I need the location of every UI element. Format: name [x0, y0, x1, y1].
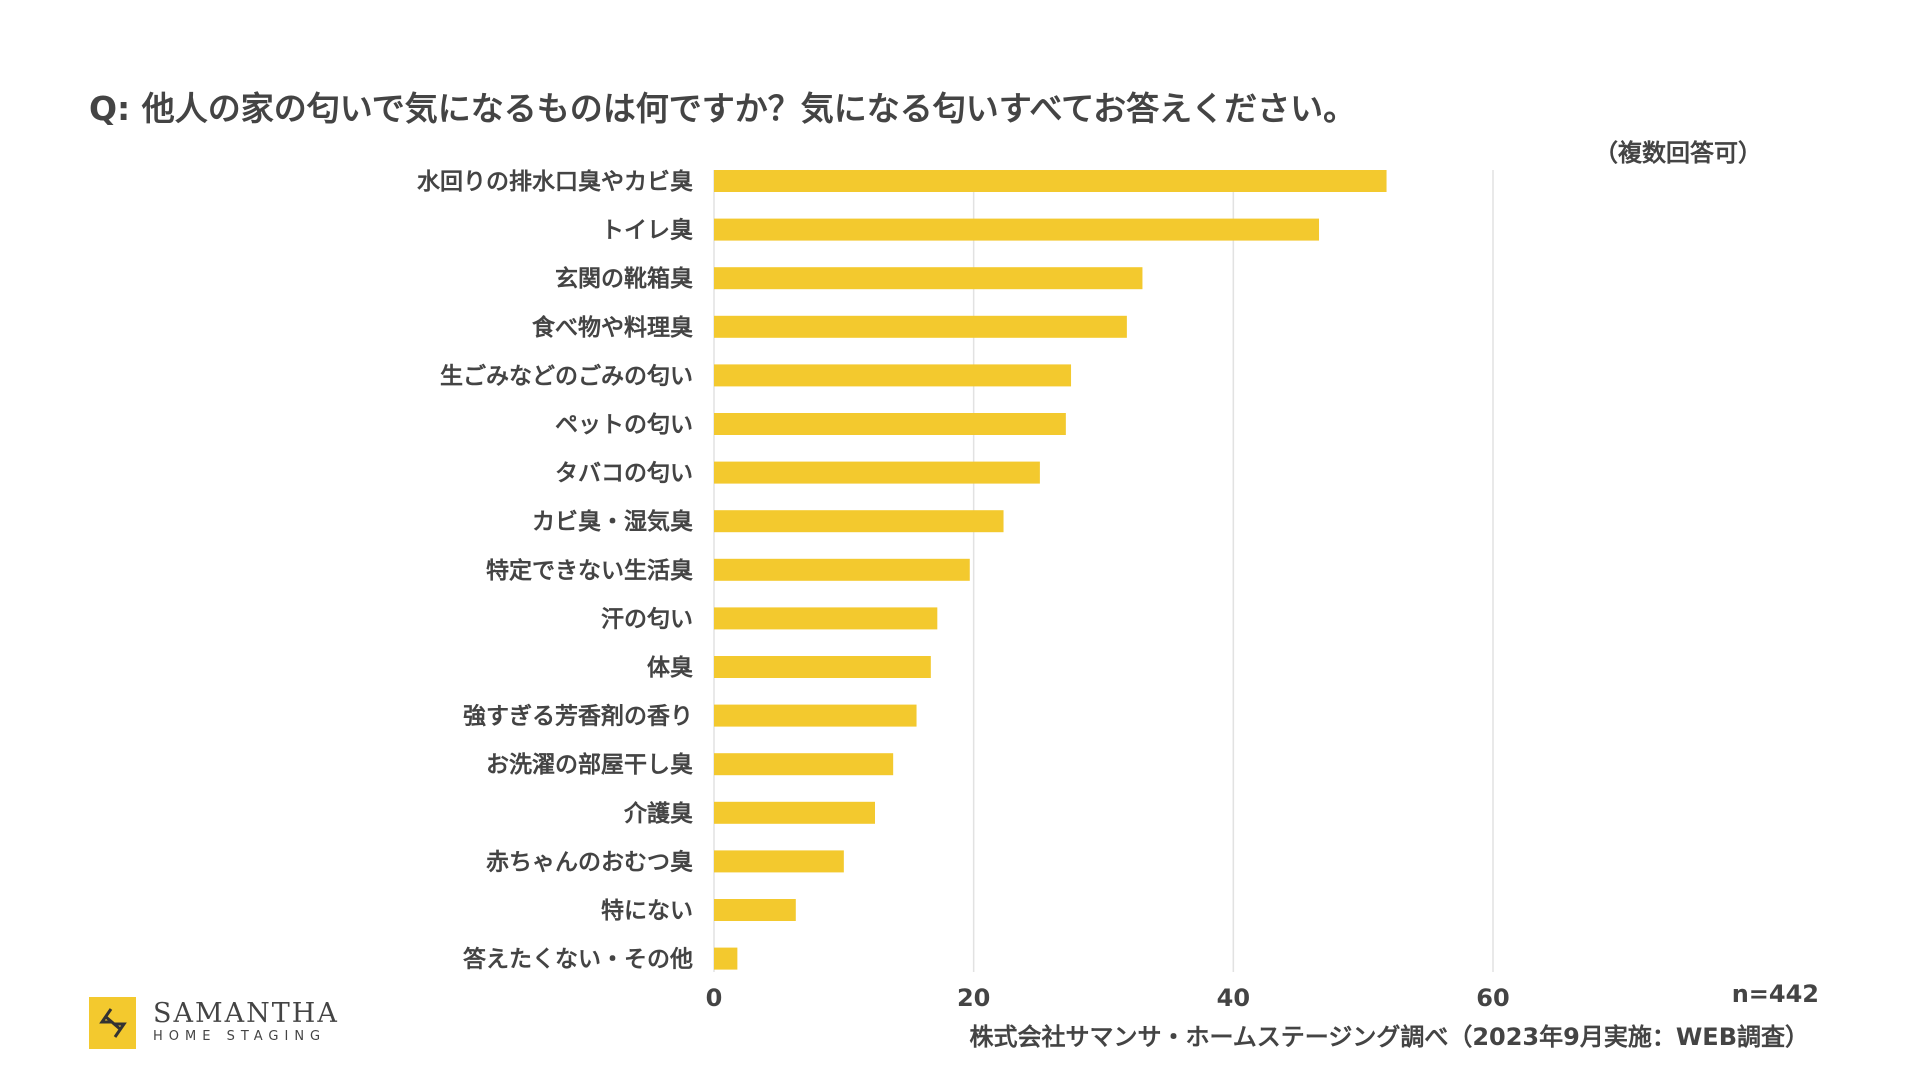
category-label: 玄関の靴箱臭 — [555, 265, 693, 292]
category-label: 水回りの排水口臭やカビ臭 — [417, 169, 693, 195]
category-label: 強すぎる芳香剤の香り — [463, 703, 693, 730]
multiple-answer-note: （複数回答可） — [1594, 139, 1762, 167]
category-label: ペットの匂い — [555, 411, 693, 438]
bar — [714, 801, 875, 824]
category-label: 特にない — [601, 898, 693, 924]
logo-sub-text: HOME STAGING — [153, 1029, 327, 1044]
x-tick-label: 60 — [1476, 984, 1509, 1012]
category-label: トイレ臭 — [601, 218, 693, 244]
bar — [714, 510, 1004, 533]
bar — [714, 558, 970, 581]
bar — [714, 656, 931, 678]
bar — [714, 364, 1072, 387]
source-note: 株式会社サマンサ・ホームステージング調べ（2023年9月実施：WEB調査） — [969, 1023, 1809, 1051]
x-tick-label: 40 — [1217, 984, 1250, 1012]
sample-size: n=442 — [1731, 980, 1819, 1008]
x-tick-label: 0 — [706, 984, 723, 1012]
bar — [714, 461, 1040, 484]
chart-title: Q: 他人の家の匂いで気になるものは何ですか？気になる匂いすべてお答えください。 — [89, 89, 1357, 128]
category-label: 食べ物や料理臭 — [532, 314, 693, 341]
category-label: 介護臭 — [623, 800, 693, 827]
x-tick-label: 20 — [957, 984, 990, 1012]
bar — [714, 850, 844, 873]
category-label: 生ごみなどのごみの匂い — [440, 362, 693, 389]
bar — [714, 315, 1127, 338]
category-label: タバコの匂い — [555, 460, 693, 487]
bar — [714, 607, 938, 630]
bar — [714, 947, 738, 970]
category-label: 体臭 — [647, 655, 693, 681]
category-label: 特定できない生活臭 — [486, 557, 693, 584]
category-label: 汗の匂い — [601, 605, 693, 632]
category-label: 答えたくない・その他 — [463, 946, 693, 973]
category-label: 赤ちゃんのおむつ臭 — [486, 849, 693, 875]
category-label: お洗濯の部屋干し臭 — [486, 751, 693, 778]
logo-mark-icon — [89, 997, 136, 1049]
bar — [714, 704, 917, 727]
samantha-logo: SAMANTHA HOME STAGING — [89, 997, 339, 1049]
bar — [714, 413, 1066, 435]
bar — [714, 218, 1320, 241]
bar — [714, 753, 894, 776]
bar — [714, 170, 1387, 192]
bar — [714, 899, 796, 921]
category-label: カビ臭・湿気臭 — [532, 508, 693, 535]
bar — [714, 267, 1143, 290]
logo-main-text: SAMANTHA — [153, 998, 339, 1029]
